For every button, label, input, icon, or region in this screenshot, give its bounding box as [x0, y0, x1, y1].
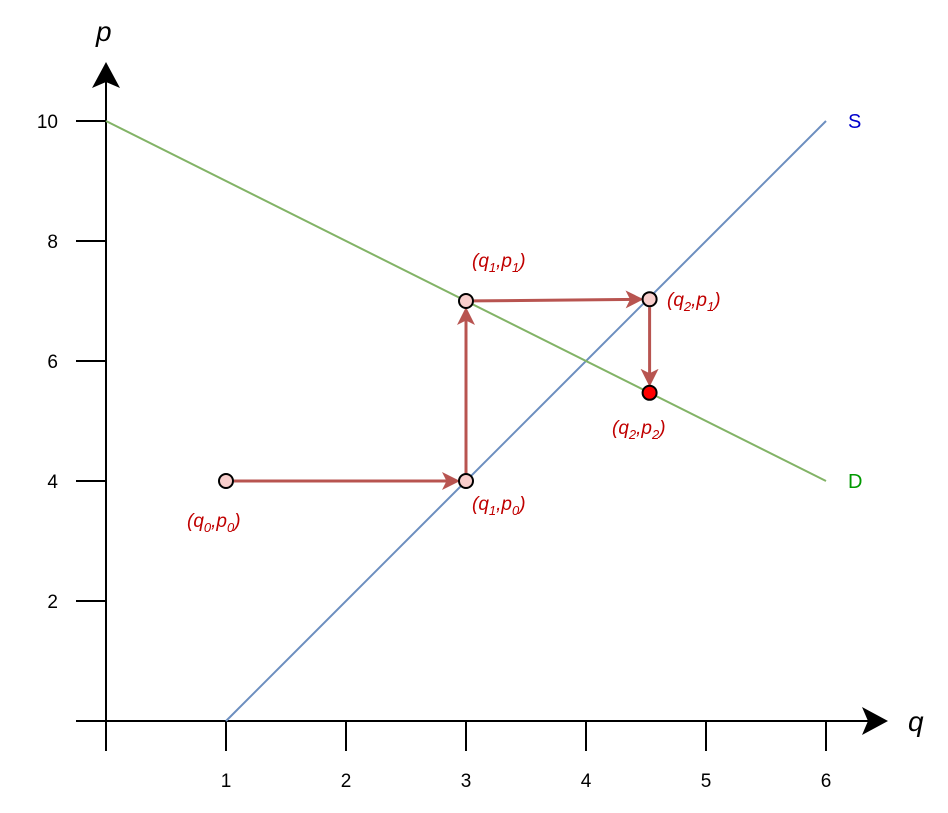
y-axis-ticks: 2 4 6 8 10	[37, 112, 106, 613]
cobweb-point-1	[458, 473, 474, 489]
cobweb-point-0	[218, 473, 234, 489]
x-tick-label-4: 4	[581, 771, 592, 792]
cobweb-point-3	[641, 291, 658, 308]
series-lines: SD	[105, 111, 862, 722]
y-axis-arrowhead	[92, 62, 120, 88]
x-axis-arrowhead	[862, 707, 888, 735]
y-tick-label-2: 2	[47, 592, 58, 613]
axes: q p	[76, 16, 924, 750]
cobweb-point-2	[458, 293, 474, 309]
y-axis-title: p	[95, 16, 112, 47]
label-q1-p0: (q1,p0)	[472, 494, 526, 518]
y-tick-label-8: 8	[47, 232, 58, 253]
x-tick-label-5: 5	[701, 771, 712, 792]
y-tick-label-4: 4	[47, 472, 58, 493]
x-axis-title: q	[908, 706, 924, 737]
series-d-label: D	[848, 471, 862, 493]
series-s-line	[225, 120, 827, 722]
x-tick-label-3: 3	[461, 771, 472, 792]
x-tick-label-1: 1	[221, 771, 232, 792]
label-q1-p1: (q1,p1)	[472, 251, 526, 275]
cobweb-point-4	[641, 384, 658, 401]
x-tick-label-6: 6	[821, 771, 832, 792]
label-q0-p0: (q0,p0)	[187, 511, 241, 535]
series-s-label: S	[848, 111, 861, 133]
cobweb-points	[218, 291, 658, 489]
x-axis-ticks: 1 2 3 4 5 6	[105, 721, 832, 792]
label-q2-p1: (q2,p1)	[667, 290, 721, 314]
cobweb-arrows	[234, 290, 659, 490]
label-q2-p2: (q2,p2)	[612, 418, 666, 442]
y-tick-label-10: 10	[37, 112, 58, 133]
y-tick-label-6: 6	[47, 352, 58, 373]
cobweb-arrow-3	[473, 290, 644, 309]
x-tick-label-2: 2	[341, 771, 352, 792]
